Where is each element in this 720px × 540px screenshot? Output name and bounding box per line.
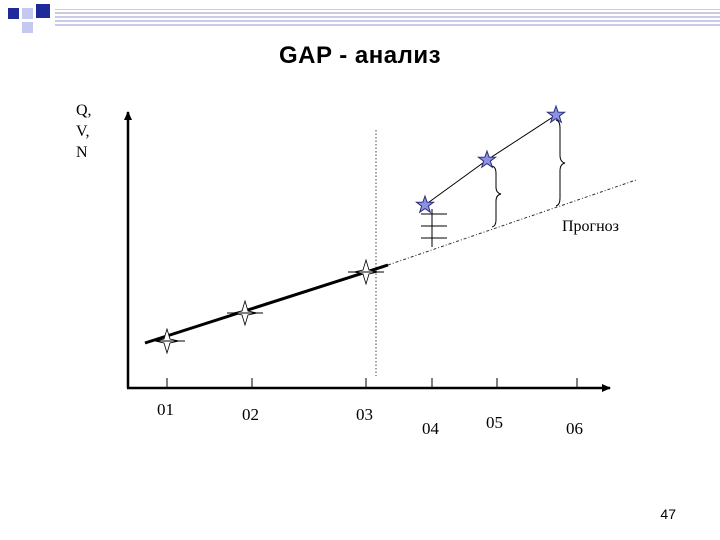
y-axis-label-line: V, [76,123,90,140]
x-tick-label: 04 [422,419,440,438]
gap-brace [491,165,502,228]
x-tick-marks [166,378,578,388]
actual-point-marker [348,258,384,286]
corner-decoration [8,4,720,33]
slide-title: GAP - анализ [278,42,442,69]
gap-fill-lines [421,209,447,247]
x-tick-label: 01 [157,400,174,419]
corner-square-dark [36,4,50,18]
actual-point-marker [227,299,263,327]
x-tick-label: 03 [356,405,373,424]
header-stripe [55,9,720,27]
corner-square-light [22,22,33,33]
x-tick-label: 05 [486,413,503,432]
forecast-label: Прогноз [562,218,619,235]
target-star-marker [414,194,436,214]
forecast-trend-line [387,179,637,266]
y-axis-label-line: N [76,144,88,161]
corner-square-dark [8,8,19,19]
target-star-marker [545,104,567,124]
actual-trend-line [144,263,389,345]
corner-square-light [22,8,33,19]
x-tick-label: 06 [566,419,583,438]
y-axis-label: Q, V, N [76,100,92,163]
page-number: 47 [660,506,676,522]
target-star-marker [476,149,498,169]
y-axis-label-line: Q, [76,102,92,119]
actual-point-marker [149,327,185,355]
x-tick-label: 02 [242,405,259,424]
gap-brace [555,119,566,207]
